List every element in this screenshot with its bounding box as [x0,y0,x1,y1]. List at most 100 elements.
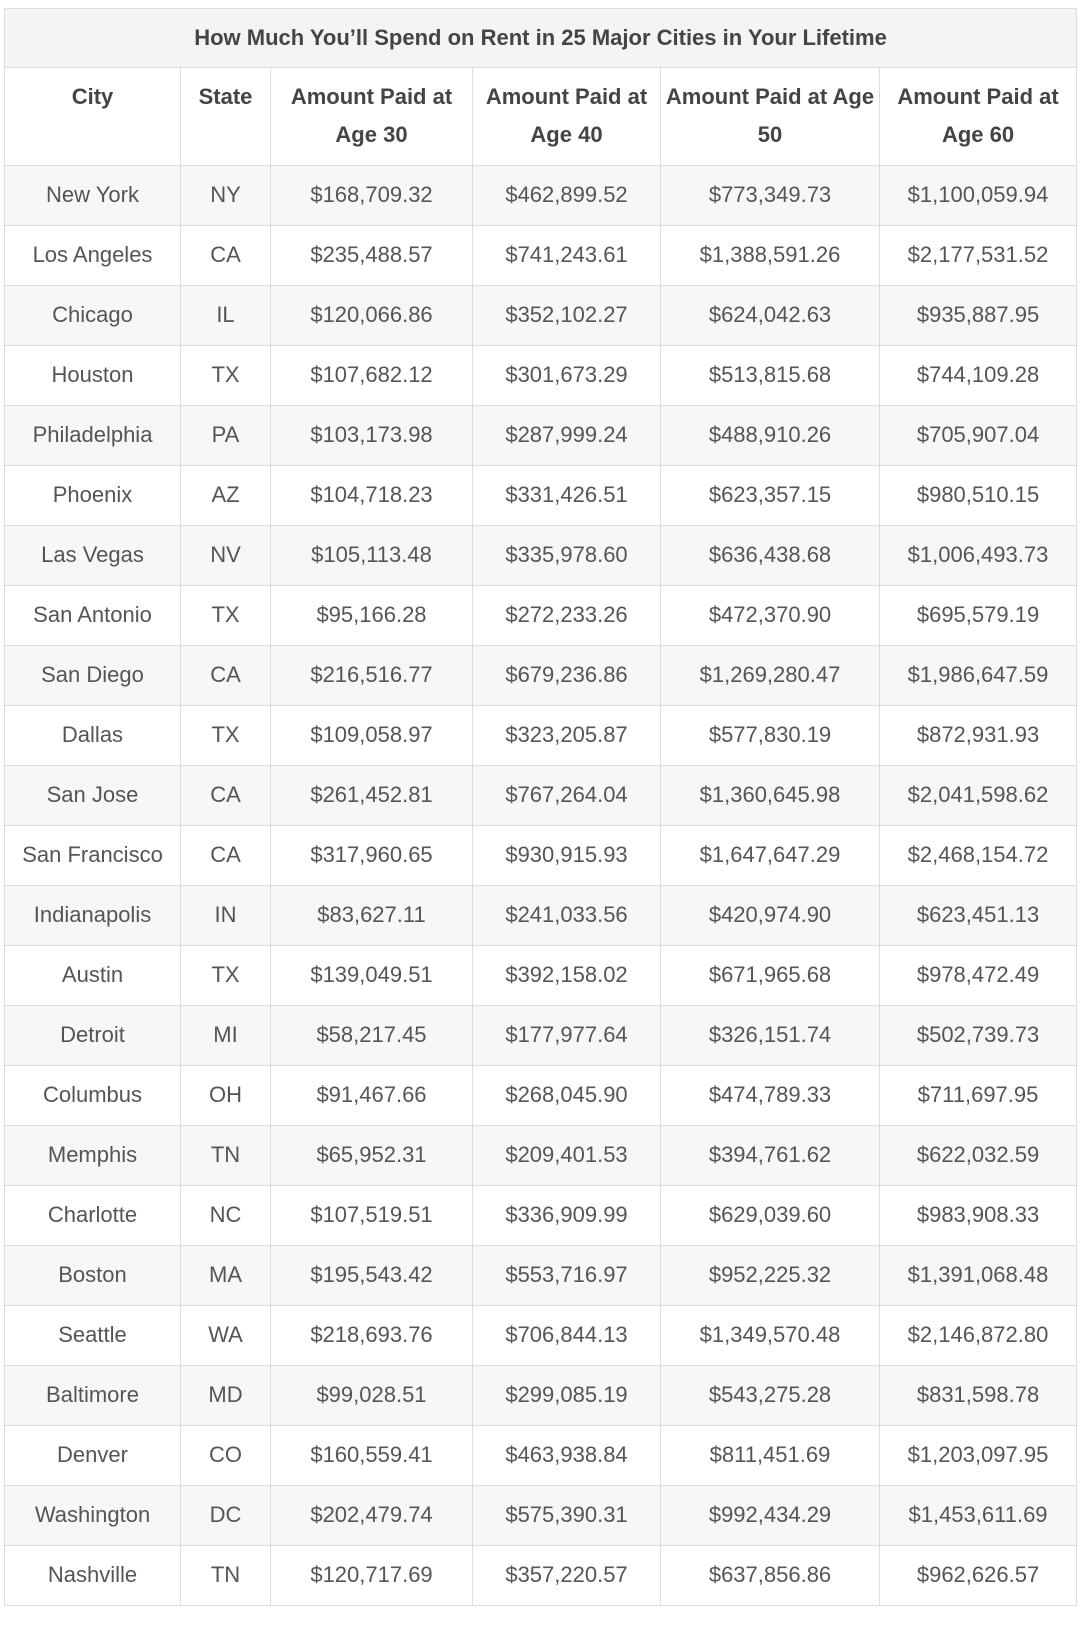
table-row: Nashville TN $120,717.69 $357,220.57 $637,85… [4,1545,1078,1606]
table-cell: $2,146,872.80 [878,1305,1078,1366]
table-cell: $301,673.29 [472,345,661,406]
table-cell: $420,974.90 [660,885,880,946]
column-header: Amount Paid at Age 30 [270,67,473,166]
table-title: How Much You’ll Spend on Rent in 25 Majo… [3,8,1078,68]
table-cell: TX [180,705,271,766]
table-cell: $103,173.98 [270,405,473,466]
column-header: City [4,67,181,166]
table-cell: $623,451.13 [878,885,1078,946]
table-row: San Antonio TX $95,166.28 $272,233.26 $472,3… [4,585,1078,646]
table-row: Detroit MI $58,217.45 $177,977.64 $326,151.7… [4,1005,1078,1066]
table-cell: San Francisco [4,825,181,886]
rent-table: How Much You’ll Spend on Rent in 25 Majo… [3,8,1078,1606]
table-cell: $952,225.32 [660,1245,880,1306]
table-cell: CA [180,765,271,826]
table-cell: $705,907.04 [878,405,1078,466]
table-cell: $104,718.23 [270,465,473,526]
table-cell: $2,177,531.52 [878,225,1078,286]
table-row: Philadelphia PA $103,173.98 $287,999.24 $488… [4,405,1078,466]
table-cell: IN [180,885,271,946]
table-cell: TX [180,345,271,406]
table-row: Phoenix AZ $104,718.23 $331,426.51 $623,357.… [4,465,1078,526]
table-cell: $1,391,068.48 [878,1245,1078,1306]
table-cell: $671,965.68 [660,945,880,1006]
table-cell: Philadelphia [4,405,181,466]
table-cell: Nashville [4,1545,181,1606]
table-cell: Detroit [4,1005,181,1066]
table-cell: $472,370.90 [660,585,880,646]
table-cell: $872,931.93 [878,705,1078,766]
table-row: San Jose CA $261,452.81 $767,264.04 $1,360,6… [4,765,1078,826]
table-cell: $287,999.24 [472,405,661,466]
table-cell: $462,899.52 [472,165,661,226]
table-cell: $177,977.64 [472,1005,661,1066]
table-cell: TN [180,1545,271,1606]
column-header: Amount Paid at Age 60 [878,67,1078,166]
table-cell: $107,682.12 [270,345,473,406]
table-cell: $95,166.28 [270,585,473,646]
table-cell: $935,887.95 [878,285,1078,346]
table-cell: Columbus [4,1065,181,1126]
table-cell: $624,042.63 [660,285,880,346]
table-cell: $553,716.97 [472,1245,661,1306]
table-row: Austin TX $139,049.51 $392,158.02 $671,965.6… [4,945,1078,1006]
table-row: Washington DC $202,479.74 $575,390.31 $992,4… [4,1485,1078,1546]
table-cell: $1,100,059.94 [878,165,1078,226]
table-row: Columbus OH $91,467.66 $268,045.90 $474,789.… [4,1065,1078,1126]
table-cell: $695,579.19 [878,585,1078,646]
table-cell: $218,693.76 [270,1305,473,1366]
table-row: Chicago IL $120,066.86 $352,102.27 $624,042.… [4,285,1078,346]
table-cell: $107,519.51 [270,1185,473,1246]
table-cell: TX [180,585,271,646]
table-cell: $744,109.28 [878,345,1078,406]
table-cell: San Jose [4,765,181,826]
table-cell: $513,815.68 [660,345,880,406]
table-cell: $773,349.73 [660,165,880,226]
table-cell: $241,033.56 [472,885,661,946]
table-cell: $105,113.48 [270,525,473,586]
table-cell: TN [180,1125,271,1186]
table-cell: $168,709.32 [270,165,473,226]
table-cell: Las Vegas [4,525,181,586]
table-cell: MD [180,1365,271,1426]
header-row: City State Amount Paid at Age 30 Amount Pai… [4,67,1078,166]
table-cell: $488,910.26 [660,405,880,466]
table-cell: OH [180,1065,271,1126]
table-cell: Indianapolis [4,885,181,946]
table-cell: $679,236.86 [472,645,661,706]
table-cell: $202,479.74 [270,1485,473,1546]
table-row: Baltimore MD $99,028.51 $299,085.19 $543,275… [4,1365,1078,1426]
table-row: New York NY $168,709.32 $462,899.52 $773,349… [4,165,1078,226]
table-cell: PA [180,405,271,466]
table-cell: $326,151.74 [660,1005,880,1066]
table-cell: $983,908.33 [878,1185,1078,1246]
table-cell: Seattle [4,1305,181,1366]
table-cell: CA [180,645,271,706]
table-cell: Dallas [4,705,181,766]
table-cell: $336,909.99 [472,1185,661,1246]
table-cell: $1,453,611.69 [878,1485,1078,1546]
table-cell: TX [180,945,271,1006]
table-cell: $83,627.11 [270,885,473,946]
table-cell: $261,452.81 [270,765,473,826]
table-row: Boston MA $195,543.42 $553,716.97 $952,225.3… [4,1245,1078,1306]
table-cell: $65,952.31 [270,1125,473,1186]
table-cell: MA [180,1245,271,1306]
table-row: Las Vegas NV $105,113.48 $335,978.60 $636,43… [4,525,1078,586]
table-cell: $299,085.19 [472,1365,661,1426]
table-row: Memphis TN $65,952.31 $209,401.53 $394,761.6… [4,1125,1078,1186]
table-cell: $1,388,591.26 [660,225,880,286]
table-cell: $629,039.60 [660,1185,880,1246]
table-cell: $992,434.29 [660,1485,880,1546]
table-cell: $831,598.78 [878,1365,1078,1426]
column-header: Amount Paid at Age 40 [472,67,661,166]
table-cell: $543,275.28 [660,1365,880,1426]
table-cell: $357,220.57 [472,1545,661,1606]
table-cell: $2,468,154.72 [878,825,1078,886]
table-cell: $577,830.19 [660,705,880,766]
table-cell: $317,960.65 [270,825,473,886]
table-cell: $978,472.49 [878,945,1078,1006]
table-cell: AZ [180,465,271,526]
table-cell: $335,978.60 [472,525,661,586]
table-cell: $474,789.33 [660,1065,880,1126]
